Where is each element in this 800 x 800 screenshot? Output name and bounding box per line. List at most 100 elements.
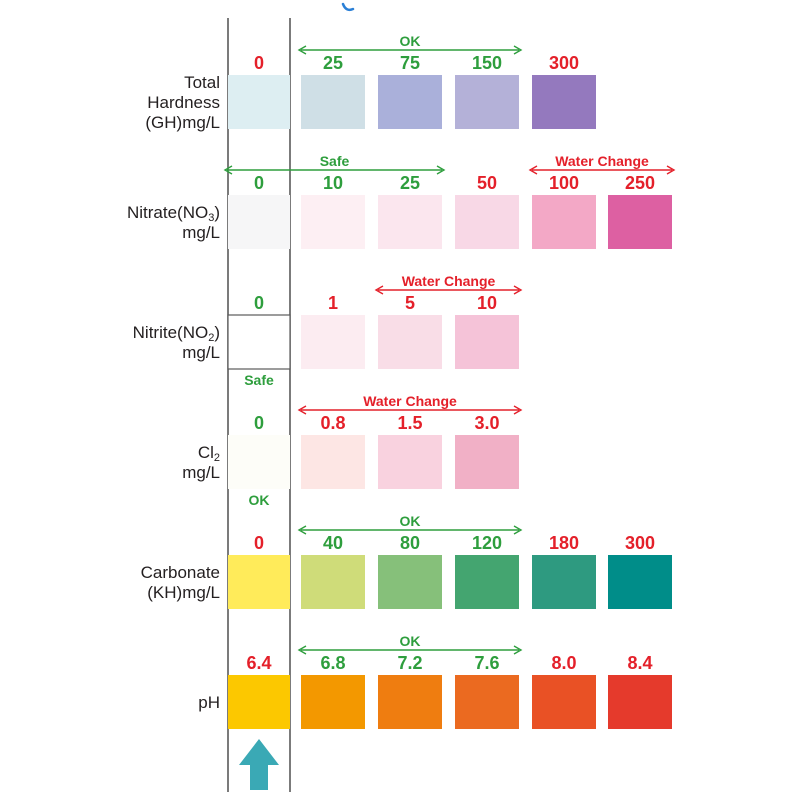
color-swatch <box>378 315 442 369</box>
range-indicator: OK <box>297 513 523 535</box>
swatch-value: 120 <box>472 533 502 553</box>
swatch-value: 80 <box>400 533 420 553</box>
range-indicator-right-head <box>513 45 523 55</box>
parameter-label-text: pH <box>198 693 220 712</box>
arrow-up-icon <box>239 739 279 790</box>
strip-swatch <box>228 675 290 729</box>
range-indicator-right-head <box>513 405 523 415</box>
swatch-value: 300 <box>549 53 579 73</box>
range-indicator-secondary-label: Water Change <box>555 153 649 169</box>
parameter-label-line: Nitrate(NO3) <box>127 203 220 224</box>
color-swatch <box>455 675 519 729</box>
color-swatch <box>378 195 442 249</box>
color-swatch <box>455 435 519 489</box>
strip-swatch <box>228 555 290 609</box>
parameter-label-line: mg/L <box>182 223 220 242</box>
range-indicator-right-head <box>513 645 523 655</box>
range-indicator-label: OK <box>400 513 421 529</box>
color-swatch <box>532 195 596 249</box>
color-swatch <box>455 555 519 609</box>
strip-swatch <box>228 435 290 489</box>
parameter-label-text: (GH)mg/L <box>145 113 220 132</box>
parameter-label-line: Total <box>184 73 220 92</box>
color-swatch <box>608 555 672 609</box>
parameter-label-line: Hardness <box>147 93 220 112</box>
strip-condition-label: OK <box>249 492 270 508</box>
range-indicator: Water Change <box>297 393 523 415</box>
parameter-label-text: Carbonate <box>141 563 220 582</box>
color-swatch <box>378 435 442 489</box>
range-indicator-left-head <box>223 165 233 175</box>
color-swatch <box>301 75 365 129</box>
color-swatch <box>378 75 442 129</box>
swatch-value: 3.0 <box>474 413 499 433</box>
swatch-value: 8.4 <box>627 653 652 673</box>
color-swatch <box>532 675 596 729</box>
swatch-value: 100 <box>549 173 579 193</box>
row-ph: pH 6.4 6.8 7.2 7.6 8.0 8.4 OK <box>198 633 672 729</box>
swatch-value: 50 <box>477 173 497 193</box>
swatch-value: 0.8 <box>320 413 345 433</box>
parameter-label-text: Total <box>184 73 220 92</box>
range-indicator-label: Safe <box>320 153 350 169</box>
color-swatch <box>301 315 365 369</box>
swatch-value: 1.5 <box>397 413 422 433</box>
parameter-label-text: Cl <box>198 443 214 462</box>
range-indicator-secondary: Water Change <box>528 153 676 175</box>
parameter-label-text: mg/L <box>182 463 220 482</box>
parameter-label-text: Nitrate(NO <box>127 203 208 222</box>
parameter-label-line: mg/L <box>182 463 220 482</box>
swatch-value: 6.8 <box>320 653 345 673</box>
color-swatch <box>532 555 596 609</box>
parameter-label-line: pH <box>198 693 220 712</box>
swatch-value: 150 <box>472 53 502 73</box>
color-swatch <box>455 195 519 249</box>
color-swatch <box>301 675 365 729</box>
row-kh: Carbonate(KH)mg/L 0 40 80 120 180 300 OK <box>141 513 672 609</box>
swatch-value: 8.0 <box>551 653 576 673</box>
strip-swatch <box>228 195 290 249</box>
strip-arrow <box>239 739 279 790</box>
swatch-value: 7.2 <box>397 653 422 673</box>
parameter-label-line: (KH)mg/L <box>147 583 220 602</box>
color-swatch <box>608 675 672 729</box>
range-indicator-label: OK <box>400 33 421 49</box>
swatch-value: 5 <box>405 293 415 313</box>
parameter-label-text: mg/L <box>182 343 220 362</box>
strip-value: 6.4 <box>246 653 271 673</box>
strip-guide-lines <box>227 2 355 792</box>
range-indicator: Water Change <box>374 273 523 295</box>
swatch-value: 10 <box>323 173 343 193</box>
parameter-label-line: Carbonate <box>141 563 220 582</box>
strip-swatch <box>227 314 291 370</box>
range-indicator: OK <box>297 633 523 655</box>
color-swatch <box>301 555 365 609</box>
parameter-label-text: Nitrite(NO <box>133 323 209 342</box>
parameter-label-line: Cl2 <box>198 443 220 464</box>
parameter-label-text: ) <box>214 203 220 222</box>
parameter-label-line: mg/L <box>182 343 220 362</box>
range-indicator-left-head <box>297 45 307 55</box>
color-swatch <box>608 195 672 249</box>
strip-value: 0 <box>254 533 264 553</box>
color-swatch <box>378 675 442 729</box>
range-indicator-left-head <box>297 405 307 415</box>
strip-value: 0 <box>254 53 264 73</box>
range-indicator: OK <box>297 33 523 55</box>
range-indicator-left-head <box>374 285 384 295</box>
color-swatch <box>301 435 365 489</box>
cropped-top-mark <box>341 2 355 12</box>
color-swatch <box>532 75 596 129</box>
swatch-value: 10 <box>477 293 497 313</box>
parameter-label-subscript: 2 <box>208 332 214 344</box>
strip-value: 0 <box>254 413 264 433</box>
swatch-value: 7.6 <box>474 653 499 673</box>
range-indicator-left-head <box>297 525 307 535</box>
color-swatch <box>455 75 519 129</box>
strip-value: 0 <box>254 293 264 313</box>
range-indicator-label: OK <box>400 633 421 649</box>
range-indicator-right-head <box>436 165 446 175</box>
